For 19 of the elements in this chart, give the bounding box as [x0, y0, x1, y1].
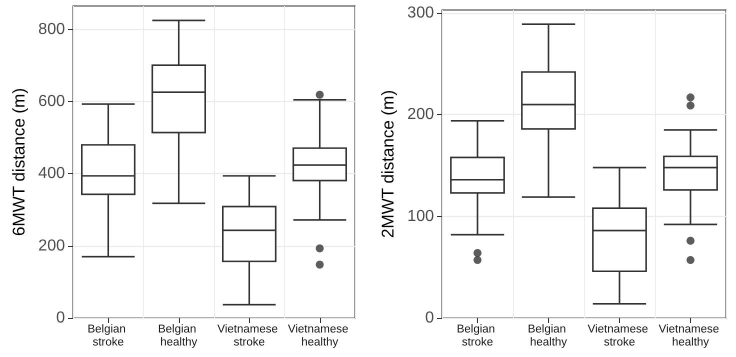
y-tick-label: 0 — [56, 310, 66, 326]
x-tick-label: Vietnamese healthy — [658, 324, 722, 348]
y-tick-label: 200 — [407, 106, 434, 124]
x-tick-label: Belgian healthy — [158, 324, 200, 348]
x-tick-label: Vietnamese healthy — [288, 324, 352, 348]
y-tick-label: 200 — [38, 237, 66, 254]
y-axis-title: 2MWT distance (m) — [378, 90, 398, 238]
y-tick-label: 400 — [38, 165, 66, 182]
x-tick-label: Vietnamese stroke — [588, 324, 652, 348]
y-tick-label: 800 — [38, 20, 66, 38]
x-tick-label: Vietnamese stroke — [217, 324, 282, 348]
y-tick-label: 300 — [407, 4, 434, 22]
y-tick-label: 0 — [425, 310, 434, 326]
x-tick-label: Belgian healthy — [528, 324, 570, 348]
y-tick-label: 100 — [407, 208, 434, 225]
y-axis-title: 6MWT distance (m) — [9, 88, 28, 236]
x-tick-label: Belgian stroke — [87, 324, 130, 348]
y-tick-label: 600 — [38, 93, 66, 110]
x-tick-label: Belgian stroke — [456, 324, 498, 348]
